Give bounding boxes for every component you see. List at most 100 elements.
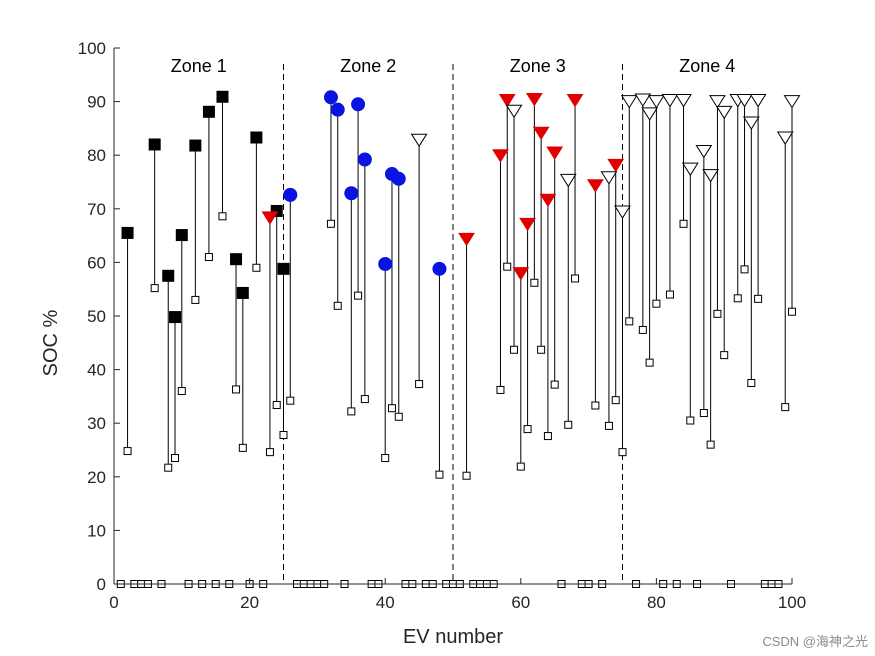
final-soc-circle-marker xyxy=(379,258,392,271)
initial-soc-marker xyxy=(748,380,755,387)
final-soc-square-marker xyxy=(190,140,201,151)
initial-soc-marker xyxy=(789,308,796,315)
final-soc-open-triangle-marker xyxy=(601,172,616,184)
watermark-text: CSDN @海神之光 xyxy=(762,634,868,649)
final-soc-square-marker xyxy=(122,227,133,238)
initial-soc-marker xyxy=(192,296,199,303)
y-tick-label: 60 xyxy=(87,253,106,272)
initial-soc-marker xyxy=(646,359,653,366)
y-tick-label: 10 xyxy=(87,521,106,540)
final-soc-open-triangle-marker xyxy=(412,134,427,146)
y-tick-label: 90 xyxy=(87,93,106,112)
initial-soc-marker xyxy=(639,326,646,333)
x-tick-label: 60 xyxy=(511,593,530,612)
initial-soc-marker xyxy=(253,264,260,271)
final-soc-red-triangle-marker xyxy=(262,212,277,224)
initial-soc-marker xyxy=(287,397,294,404)
final-soc-open-triangle-marker xyxy=(696,145,711,157)
initial-soc-marker xyxy=(666,291,673,298)
final-soc-open-triangle-marker xyxy=(683,163,698,175)
x-tick-label: 100 xyxy=(778,593,806,612)
final-soc-markers xyxy=(122,91,799,323)
initial-soc-marker xyxy=(239,444,246,451)
initial-soc-marker xyxy=(504,263,511,270)
initial-soc-marker xyxy=(592,402,599,409)
y-tick-label: 50 xyxy=(87,307,106,326)
zone-boundaries xyxy=(284,64,623,584)
initial-soc-marker xyxy=(395,413,402,420)
final-soc-circle-marker xyxy=(324,91,337,104)
final-soc-open-triangle-marker xyxy=(785,96,800,108)
zone-label: Zone 4 xyxy=(679,56,735,76)
initial-soc-marker xyxy=(565,421,572,428)
initial-soc-marker xyxy=(605,422,612,429)
final-soc-square-marker xyxy=(203,106,214,117)
final-soc-red-triangle-marker xyxy=(520,218,535,230)
initial-soc-marker xyxy=(531,279,538,286)
initial-soc-marker xyxy=(612,397,619,404)
initial-soc-marker xyxy=(273,401,280,408)
final-soc-open-triangle-marker xyxy=(561,174,576,186)
initial-soc-marker xyxy=(687,417,694,424)
final-soc-square-marker xyxy=(251,132,262,143)
final-soc-square-marker xyxy=(149,139,160,150)
final-soc-open-triangle-marker xyxy=(703,170,718,182)
final-soc-open-triangle-marker xyxy=(615,206,630,218)
final-soc-open-triangle-marker xyxy=(635,94,650,106)
initial-soc-marker xyxy=(707,441,714,448)
initial-soc-marker xyxy=(151,285,158,292)
initial-soc-marker xyxy=(205,254,212,261)
final-soc-square-marker xyxy=(231,254,242,265)
initial-soc-marker xyxy=(734,295,741,302)
final-soc-red-triangle-marker xyxy=(459,233,474,245)
initial-soc-marker xyxy=(124,448,131,455)
final-soc-square-marker xyxy=(278,263,289,274)
initial-soc-marker xyxy=(626,318,633,325)
initial-soc-marker xyxy=(511,346,518,353)
initial-soc-marker xyxy=(538,346,545,353)
initial-soc-marker xyxy=(782,404,789,411)
final-soc-open-triangle-marker xyxy=(710,96,725,108)
final-soc-open-triangle-marker xyxy=(717,106,732,118)
tick-labels: 0 20 40 60 80 100 0 10 20 30 40 50 60 70 80 90 100 xyxy=(78,39,807,612)
final-soc-red-triangle-marker xyxy=(547,147,562,159)
final-soc-square-marker xyxy=(237,287,248,298)
final-soc-open-triangle-marker xyxy=(778,132,793,144)
final-soc-open-triangle-marker xyxy=(642,108,657,120)
final-soc-red-triangle-marker xyxy=(534,127,549,139)
final-soc-circle-marker xyxy=(345,187,358,200)
initial-soc-marker xyxy=(524,426,531,433)
initial-soc-marker xyxy=(755,295,762,302)
initial-soc-marker xyxy=(266,449,273,456)
final-soc-open-triangle-marker xyxy=(507,105,522,117)
initial-soc-marker xyxy=(178,388,185,395)
final-soc-open-triangle-marker xyxy=(676,95,691,107)
initial-soc-marker xyxy=(714,310,721,317)
initial-soc-marker xyxy=(653,300,660,307)
final-soc-square-marker xyxy=(170,312,181,323)
initial-soc-marker xyxy=(551,381,558,388)
initial-soc-marker xyxy=(348,408,355,415)
initial-soc-markers xyxy=(124,213,795,479)
initial-soc-marker xyxy=(436,471,443,478)
initial-soc-marker xyxy=(165,464,172,471)
final-soc-red-triangle-marker xyxy=(608,159,623,171)
final-soc-red-triangle-marker xyxy=(588,180,603,192)
final-soc-open-triangle-marker xyxy=(649,96,664,108)
final-soc-circle-marker xyxy=(352,98,365,111)
final-soc-square-marker xyxy=(176,230,187,241)
initial-soc-marker xyxy=(361,396,368,403)
x-tick-label: 0 xyxy=(109,593,118,612)
final-soc-open-triangle-marker xyxy=(751,95,766,107)
final-soc-red-triangle-marker xyxy=(568,95,583,107)
final-soc-circle-marker xyxy=(331,103,344,116)
final-soc-square-marker xyxy=(163,270,174,281)
final-soc-square-marker xyxy=(217,91,228,102)
final-soc-circle-marker xyxy=(392,172,405,185)
y-tick-label: 100 xyxy=(78,39,106,58)
final-soc-red-triangle-marker xyxy=(500,95,515,107)
zone-label: Zone 3 xyxy=(510,56,566,76)
final-soc-open-triangle-marker xyxy=(622,96,637,108)
x-tick-label: 20 xyxy=(240,593,259,612)
